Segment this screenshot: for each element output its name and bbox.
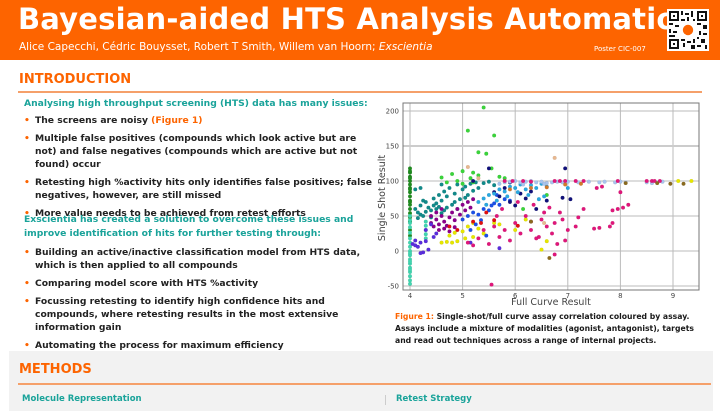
y-axis-label: Single Shot Result xyxy=(377,155,388,241)
list-item: • More value needs to be achieved from re… xyxy=(24,208,306,219)
intro-lead-solution: Exscientia has created a solution to ove… xyxy=(24,214,354,239)
bullet-icon: • xyxy=(24,177,30,188)
svg-text:9: 9 xyxy=(671,292,675,300)
svg-text:7: 7 xyxy=(566,292,570,300)
methods-section: METHODS Molecule Representation Retest S… xyxy=(9,351,713,411)
figure-label: Figure 1: xyxy=(395,312,434,321)
list-item: • Building an active/inactive classificat… xyxy=(24,247,361,271)
svg-text:200: 200 xyxy=(386,108,399,116)
introduction-title: INTRODUCTION xyxy=(19,72,132,87)
bullet-icon: • xyxy=(24,115,30,126)
bullet-icon: • xyxy=(24,296,30,307)
affiliation: Exscientia xyxy=(378,41,433,53)
introduction-rule xyxy=(18,91,702,93)
list-item: • The screens are noisy (Figure 1) xyxy=(24,115,203,126)
molecule-representation-heading: Molecule Representation xyxy=(22,394,142,404)
bullet-icon: • xyxy=(24,278,30,289)
list-item: • Automating the process for maximum effi… xyxy=(24,340,284,351)
x-axis-label: Full Curve Result xyxy=(511,297,591,308)
figure-ref-link[interactable]: (Figure 1) xyxy=(151,115,203,126)
list-item: • Multiple false positives (compounds whi… xyxy=(24,133,358,170)
poster-id: Poster CIC-007 xyxy=(594,45,646,53)
methods-title: METHODS xyxy=(19,362,92,377)
figure-caption: Figure 1: Single-shot/full curve assay c… xyxy=(395,312,694,345)
bullet-icon: • xyxy=(24,133,30,144)
svg-text:6: 6 xyxy=(513,292,518,300)
methods-rule xyxy=(18,383,711,385)
svg-text:4: 4 xyxy=(408,292,413,300)
svg-text:8: 8 xyxy=(618,292,622,300)
list-item: • Comparing model score with HTS %activit… xyxy=(24,278,259,289)
chart-points xyxy=(407,105,694,287)
svg-text:150: 150 xyxy=(386,143,399,151)
svg-text:50: 50 xyxy=(390,213,399,221)
solution-list: • Building an active/inactive classificat… xyxy=(22,246,372,357)
header-bar: Bayesian-aided HTS Analysis Automation A… xyxy=(0,0,720,60)
svg-text:0: 0 xyxy=(395,248,399,256)
svg-text:-50: -50 xyxy=(388,283,399,291)
bullet-icon: • xyxy=(24,247,30,258)
bullet-icon: • xyxy=(24,208,30,219)
svg-text:5: 5 xyxy=(460,292,464,300)
list-item: • Focussing retesting to identify high co… xyxy=(24,296,339,333)
retest-strategy-heading: Retest Strategy xyxy=(396,394,472,404)
chart-grid xyxy=(403,103,699,290)
qr-code-icon[interactable] xyxy=(667,9,709,51)
methods-divider xyxy=(385,395,386,405)
issues-list: • The screens are noisy (Figure 1) • Multi… xyxy=(22,114,372,225)
list-item: • Retesting high %activity hits only iden… xyxy=(24,177,372,201)
authors-line: Alice Capecchi, Cédric Bouysset, Robert … xyxy=(19,41,433,53)
intro-lead-issues: Analysing high throughput screening (HTS… xyxy=(24,98,368,109)
chart-ticks: 4 5 6 7 8 9 -50 0 50 100 150 200 xyxy=(386,108,676,301)
svg-text:100: 100 xyxy=(386,178,399,186)
plot-frame xyxy=(402,102,700,291)
authors: Alice Capecchi, Cédric Bouysset, Robert … xyxy=(19,41,379,53)
poster-title: Bayesian-aided HTS Analysis Automation xyxy=(18,2,698,36)
bullet-icon: • xyxy=(24,340,30,351)
